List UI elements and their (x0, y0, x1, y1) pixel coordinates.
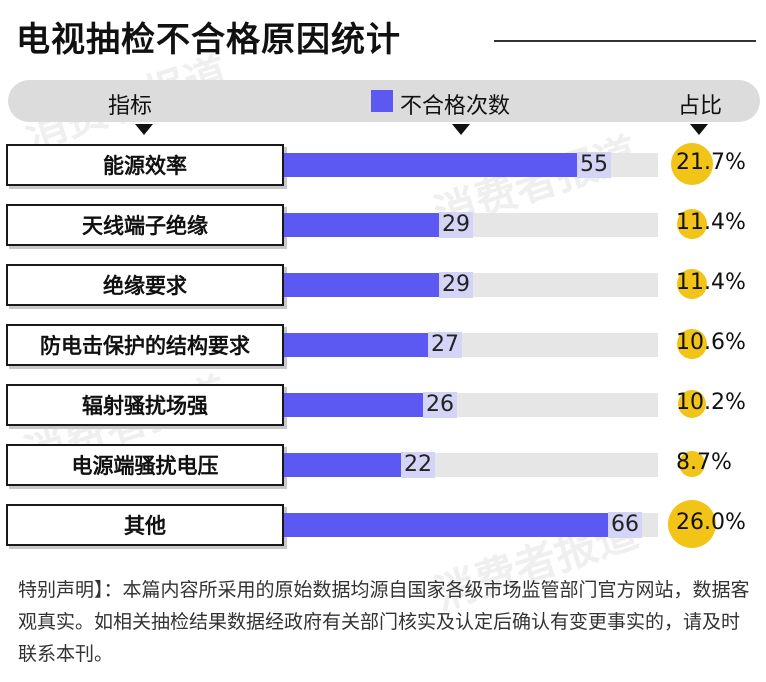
bar-track: 29 (284, 272, 658, 298)
share-label: 26.0% (668, 500, 746, 548)
category-label: 防电击保护的结构要求 (6, 324, 284, 366)
bar-value-label: 26 (423, 392, 457, 418)
down-arrow-icon (452, 124, 470, 135)
bar (284, 153, 577, 177)
share-value: 8.7% (676, 450, 732, 475)
bar-track: 29 (284, 212, 658, 238)
legend-swatch (371, 90, 393, 112)
bar (284, 273, 439, 297)
page-title: 电视抽检不合格原因统计 (16, 20, 401, 60)
bar-value-label: 66 (608, 512, 642, 538)
category-label: 天线端子绝缘 (6, 204, 284, 246)
category-label: 辐射骚扰场强 (6, 384, 284, 426)
bar (284, 393, 423, 417)
bar-value-label: 22 (401, 452, 435, 478)
share-label: 21.7% (671, 143, 746, 185)
bar-value-label: 29 (439, 272, 473, 298)
share-label: 10.2% (676, 390, 746, 418)
share-value: 26.0% (676, 510, 746, 535)
share-value: 11.4% (676, 210, 746, 235)
share-value: 10.2% (676, 390, 746, 415)
category-label: 能源效率 (6, 144, 284, 186)
bar-track: 26 (284, 392, 658, 418)
down-arrow-icon (690, 124, 708, 135)
category-label: 绝缘要求 (6, 264, 284, 306)
share-value: 11.4% (676, 270, 746, 295)
footnote: 特别声明】：本篇内容所采用的原始数据均源自国家各级市场监管部门官方网站，数据客观… (18, 579, 750, 665)
bar-track: 27 (284, 332, 658, 358)
share-label: 10.6% (676, 329, 746, 359)
title-rule (494, 40, 756, 42)
header-indicator: 指标 (108, 94, 153, 119)
header-share: 占比 (678, 94, 723, 119)
share-value: 10.6% (676, 330, 746, 355)
share-bubble (671, 143, 713, 185)
bar (284, 333, 428, 357)
header-count: 不合格次数 (400, 94, 511, 119)
share-bubble (668, 500, 716, 548)
bar-value-label: 55 (577, 152, 611, 178)
share-bubble (677, 209, 707, 239)
share-label: 11.4% (676, 209, 746, 239)
share-value: 21.7% (676, 150, 746, 175)
down-arrow-icon (135, 124, 153, 135)
share-bubble (678, 390, 706, 418)
category-label: 其他 (6, 504, 284, 546)
bar-track: 55 (284, 152, 658, 178)
bar (284, 453, 401, 477)
bar (284, 513, 636, 537)
share-label: 8.7% (676, 450, 732, 477)
bar-value-label: 29 (439, 212, 473, 238)
bar (284, 213, 439, 237)
share-bubble (677, 269, 707, 299)
share-bubble (677, 329, 707, 359)
bar-track: 66 (284, 512, 658, 538)
bar-value-label: 27 (428, 332, 462, 358)
bar-track: 22 (284, 452, 658, 478)
category-label: 电源端骚扰电压 (6, 444, 284, 486)
share-label: 11.4% (676, 269, 746, 299)
share-bubble (679, 451, 705, 477)
